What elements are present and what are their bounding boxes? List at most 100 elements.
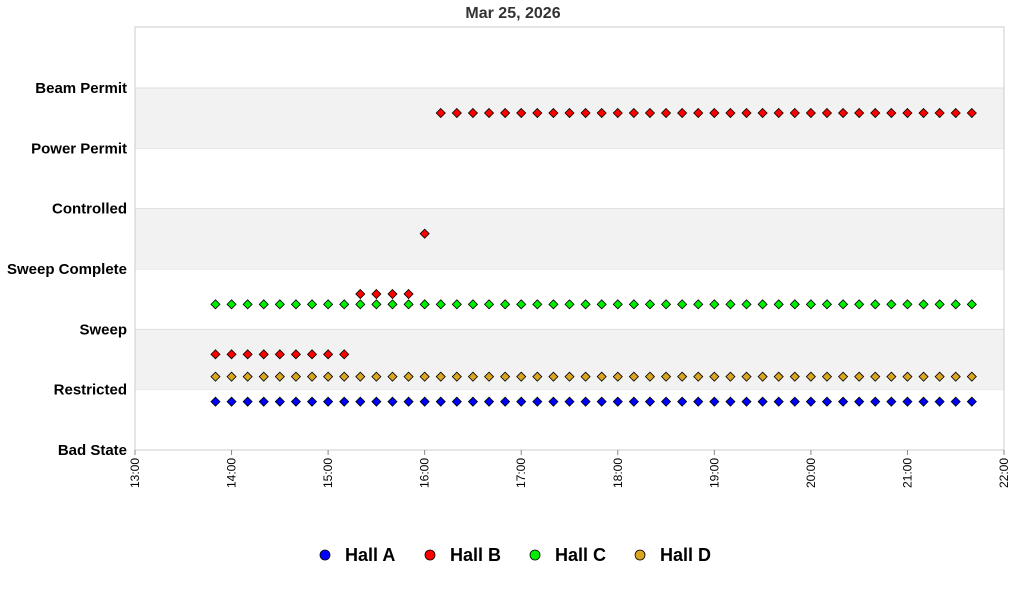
data-point [677,299,688,310]
grid-band [135,88,1004,149]
data-point [725,396,736,407]
data-point [741,396,752,407]
data-point [483,107,495,119]
data-point [886,396,897,407]
data-point [934,299,945,310]
data-point [290,371,301,382]
data-point [870,396,881,407]
data-point [934,371,945,382]
data-point [757,396,768,407]
data-point [870,371,881,382]
x-tick-label: 15:00 [321,458,335,488]
x-axis-ticks: 13:00 14:00 15:00 16:00 17:00 18:00 19:00 20:00… [128,450,1011,488]
legend-label: Hall B [450,545,501,565]
data-point [548,107,559,119]
grid-band [135,208,1004,269]
data-point [403,396,414,407]
legend-label: Hall C [555,545,606,565]
data-point [805,107,816,119]
data-point [403,371,414,382]
data-point [355,288,366,300]
data-point [339,396,350,407]
data-point [371,371,382,382]
data-point [451,299,462,310]
data-point [290,396,301,407]
x-tick-label: 21:00 [900,458,914,488]
data-point [660,371,672,382]
data-point [274,396,285,407]
x-tick-label: 13:00 [128,458,142,488]
data-point [242,396,253,407]
x-tick-label: 16:00 [418,458,432,488]
data-point [516,299,527,310]
data-point [612,107,623,119]
data-point [612,371,623,382]
data-point [435,396,446,407]
data-point [612,299,623,310]
data-point [628,107,639,119]
data-point [387,371,398,382]
data-point [355,371,366,382]
data-point [274,371,285,382]
data-point [516,107,527,119]
data-point [693,396,704,407]
data-point [966,299,977,310]
data-point [532,396,543,407]
data-point [306,371,318,382]
data-point [870,107,881,119]
data-point [886,299,897,310]
data-point [580,299,591,310]
data-point [226,349,237,360]
x-tick-label: 19:00 [707,458,721,488]
data-point [677,107,688,119]
data-point [950,107,961,119]
data-point [660,107,672,119]
data-point [628,371,639,382]
legend-marker [634,549,646,561]
data-point [805,396,816,407]
data-point [596,299,607,310]
data-point [435,371,446,382]
data-point [821,299,833,310]
x-tick-label: 20:00 [804,458,818,488]
data-point [323,371,334,382]
data-point [596,107,607,119]
legend-marker [529,549,541,561]
data-point [564,371,575,382]
data-point [612,396,623,407]
chart-title: Mar 25, 2026 [465,5,560,22]
x-tick-label: 14:00 [225,458,239,488]
data-point [870,299,881,310]
data-point [854,371,865,382]
data-point [548,371,559,382]
data-point [838,396,849,407]
data-point [258,349,269,360]
data-point [387,396,398,407]
y-category-label: Power Permit [31,140,127,157]
data-point [306,299,318,310]
legend-marker [319,549,331,561]
data-point [628,299,639,310]
data-point [323,349,334,360]
data-point [644,396,656,407]
data-point [532,107,543,119]
data-point [339,371,350,382]
y-category-label: Beam Permit [35,80,127,97]
data-point [483,396,495,407]
data-point [757,371,768,382]
data-point [339,299,350,310]
data-point [274,299,285,310]
data-point [902,396,913,407]
legend-label: Hall D [660,545,711,565]
data-point [693,299,704,310]
data-point [918,396,929,407]
data-point [323,396,334,407]
data-point [693,107,704,119]
legend-label: Hall A [345,545,395,565]
data-point [757,107,768,119]
data-point [500,107,511,119]
legend-marker [424,549,436,561]
data-point [323,299,334,310]
data-point [596,371,607,382]
data-point [210,349,221,360]
